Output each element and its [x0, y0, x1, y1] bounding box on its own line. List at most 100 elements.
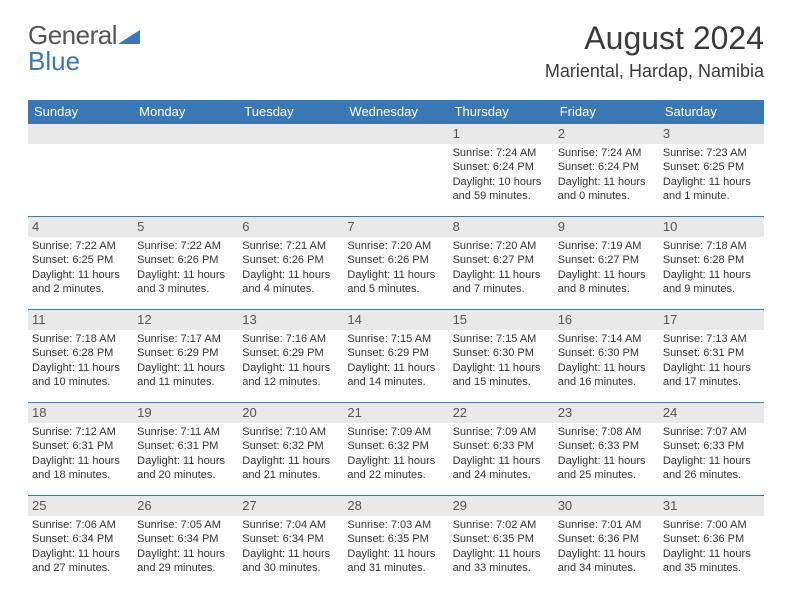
sunset-text: Sunset: 6:24 PM	[558, 160, 655, 174]
day-number: 9	[554, 217, 659, 237]
day-content: Sunrise: 7:09 AMSunset: 6:32 PMDaylight:…	[343, 423, 448, 486]
sunrise-text: Sunrise: 7:13 AM	[663, 332, 760, 346]
day-content: Sunrise: 7:18 AMSunset: 6:28 PMDaylight:…	[659, 237, 764, 300]
day-content: Sunrise: 7:08 AMSunset: 6:33 PMDaylight:…	[554, 423, 659, 486]
sunset-text: Sunset: 6:28 PM	[663, 253, 760, 267]
daylight-text: Daylight: 11 hours and 35 minutes.	[663, 547, 760, 576]
calendar-cell: 7Sunrise: 7:20 AMSunset: 6:26 PMDaylight…	[343, 217, 448, 310]
day-number	[238, 124, 343, 144]
calendar-cell: 28Sunrise: 7:03 AMSunset: 6:35 PMDayligh…	[343, 496, 448, 589]
calendar-cell: 24Sunrise: 7:07 AMSunset: 6:33 PMDayligh…	[659, 403, 764, 496]
sunrise-text: Sunrise: 7:04 AM	[242, 518, 339, 532]
day-number: 21	[343, 403, 448, 423]
weekday-header: Saturday	[659, 100, 764, 124]
calendar-table: Sunday Monday Tuesday Wednesday Thursday…	[28, 100, 764, 589]
day-content: Sunrise: 7:06 AMSunset: 6:34 PMDaylight:…	[28, 516, 133, 579]
calendar-cell: 4Sunrise: 7:22 AMSunset: 6:25 PMDaylight…	[28, 217, 133, 310]
calendar-cell: 27Sunrise: 7:04 AMSunset: 6:34 PMDayligh…	[238, 496, 343, 589]
day-content: Sunrise: 7:01 AMSunset: 6:36 PMDaylight:…	[554, 516, 659, 579]
sunset-text: Sunset: 6:25 PM	[32, 253, 129, 267]
sunset-text: Sunset: 6:27 PM	[453, 253, 550, 267]
calendar-cell: 14Sunrise: 7:15 AMSunset: 6:29 PMDayligh…	[343, 310, 448, 403]
day-number: 6	[238, 217, 343, 237]
day-content: Sunrise: 7:17 AMSunset: 6:29 PMDaylight:…	[133, 330, 238, 393]
sunrise-text: Sunrise: 7:20 AM	[347, 239, 444, 253]
day-number: 24	[659, 403, 764, 423]
sunrise-text: Sunrise: 7:22 AM	[32, 239, 129, 253]
day-content: Sunrise: 7:24 AMSunset: 6:24 PMDaylight:…	[449, 144, 554, 207]
day-content: Sunrise: 7:10 AMSunset: 6:32 PMDaylight:…	[238, 423, 343, 486]
sunrise-text: Sunrise: 7:09 AM	[347, 425, 444, 439]
sunset-text: Sunset: 6:33 PM	[663, 439, 760, 453]
day-content: Sunrise: 7:22 AMSunset: 6:26 PMDaylight:…	[133, 237, 238, 300]
day-number: 25	[28, 496, 133, 516]
daylight-text: Daylight: 11 hours and 12 minutes.	[242, 361, 339, 390]
sunrise-text: Sunrise: 7:03 AM	[347, 518, 444, 532]
sunrise-text: Sunrise: 7:24 AM	[558, 146, 655, 160]
day-number: 23	[554, 403, 659, 423]
day-content: Sunrise: 7:03 AMSunset: 6:35 PMDaylight:…	[343, 516, 448, 579]
title-block: August 2024 Mariental, Hardap, Namibia	[545, 20, 764, 82]
day-number: 22	[449, 403, 554, 423]
sunrise-text: Sunrise: 7:23 AM	[663, 146, 760, 160]
sunset-text: Sunset: 6:25 PM	[663, 160, 760, 174]
location: Mariental, Hardap, Namibia	[545, 61, 764, 82]
sunrise-text: Sunrise: 7:21 AM	[242, 239, 339, 253]
day-number: 31	[659, 496, 764, 516]
calendar-cell: 1Sunrise: 7:24 AMSunset: 6:24 PMDaylight…	[449, 124, 554, 217]
weekday-header: Thursday	[449, 100, 554, 124]
daylight-text: Daylight: 11 hours and 2 minutes.	[32, 268, 129, 297]
day-number: 14	[343, 310, 448, 330]
calendar-cell: 5Sunrise: 7:22 AMSunset: 6:26 PMDaylight…	[133, 217, 238, 310]
calendar-cell: 3Sunrise: 7:23 AMSunset: 6:25 PMDaylight…	[659, 124, 764, 217]
day-content: Sunrise: 7:13 AMSunset: 6:31 PMDaylight:…	[659, 330, 764, 393]
calendar-cell: 20Sunrise: 7:10 AMSunset: 6:32 PMDayligh…	[238, 403, 343, 496]
day-content: Sunrise: 7:16 AMSunset: 6:29 PMDaylight:…	[238, 330, 343, 393]
sunrise-text: Sunrise: 7:16 AM	[242, 332, 339, 346]
calendar-cell: 6Sunrise: 7:21 AMSunset: 6:26 PMDaylight…	[238, 217, 343, 310]
day-content: Sunrise: 7:15 AMSunset: 6:30 PMDaylight:…	[449, 330, 554, 393]
day-content: Sunrise: 7:09 AMSunset: 6:33 PMDaylight:…	[449, 423, 554, 486]
sunrise-text: Sunrise: 7:00 AM	[663, 518, 760, 532]
sunrise-text: Sunrise: 7:10 AM	[242, 425, 339, 439]
calendar-cell: 22Sunrise: 7:09 AMSunset: 6:33 PMDayligh…	[449, 403, 554, 496]
daylight-text: Daylight: 11 hours and 18 minutes.	[32, 454, 129, 483]
day-number: 3	[659, 124, 764, 144]
sunrise-text: Sunrise: 7:14 AM	[558, 332, 655, 346]
day-number: 13	[238, 310, 343, 330]
daylight-text: Daylight: 11 hours and 34 minutes.	[558, 547, 655, 576]
day-content: Sunrise: 7:12 AMSunset: 6:31 PMDaylight:…	[28, 423, 133, 486]
sunrise-text: Sunrise: 7:18 AM	[32, 332, 129, 346]
day-content: Sunrise: 7:15 AMSunset: 6:29 PMDaylight:…	[343, 330, 448, 393]
daylight-text: Daylight: 11 hours and 25 minutes.	[558, 454, 655, 483]
calendar-cell: 11Sunrise: 7:18 AMSunset: 6:28 PMDayligh…	[28, 310, 133, 403]
day-number: 19	[133, 403, 238, 423]
day-number: 18	[28, 403, 133, 423]
day-content: Sunrise: 7:04 AMSunset: 6:34 PMDaylight:…	[238, 516, 343, 579]
sunset-text: Sunset: 6:30 PM	[558, 346, 655, 360]
sunset-text: Sunset: 6:30 PM	[453, 346, 550, 360]
calendar-cell	[133, 124, 238, 217]
sunset-text: Sunset: 6:26 PM	[347, 253, 444, 267]
weekday-header: Sunday	[28, 100, 133, 124]
sunset-text: Sunset: 6:36 PM	[558, 532, 655, 546]
day-number: 20	[238, 403, 343, 423]
sunrise-text: Sunrise: 7:24 AM	[453, 146, 550, 160]
day-number: 8	[449, 217, 554, 237]
logo-text-blue: Blue	[28, 46, 80, 77]
sunrise-text: Sunrise: 7:15 AM	[453, 332, 550, 346]
daylight-text: Daylight: 11 hours and 33 minutes.	[453, 547, 550, 576]
sunset-text: Sunset: 6:26 PM	[242, 253, 339, 267]
header: General August 2024 Mariental, Hardap, N…	[28, 20, 764, 82]
calendar-cell: 12Sunrise: 7:17 AMSunset: 6:29 PMDayligh…	[133, 310, 238, 403]
sunset-text: Sunset: 6:34 PM	[242, 532, 339, 546]
daylight-text: Daylight: 11 hours and 7 minutes.	[453, 268, 550, 297]
calendar-row: 25Sunrise: 7:06 AMSunset: 6:34 PMDayligh…	[28, 496, 764, 589]
sunset-text: Sunset: 6:31 PM	[663, 346, 760, 360]
day-number	[343, 124, 448, 144]
sunset-text: Sunset: 6:27 PM	[558, 253, 655, 267]
daylight-text: Daylight: 11 hours and 15 minutes.	[453, 361, 550, 390]
day-content: Sunrise: 7:19 AMSunset: 6:27 PMDaylight:…	[554, 237, 659, 300]
calendar-row: 4Sunrise: 7:22 AMSunset: 6:25 PMDaylight…	[28, 217, 764, 310]
day-number	[133, 124, 238, 144]
